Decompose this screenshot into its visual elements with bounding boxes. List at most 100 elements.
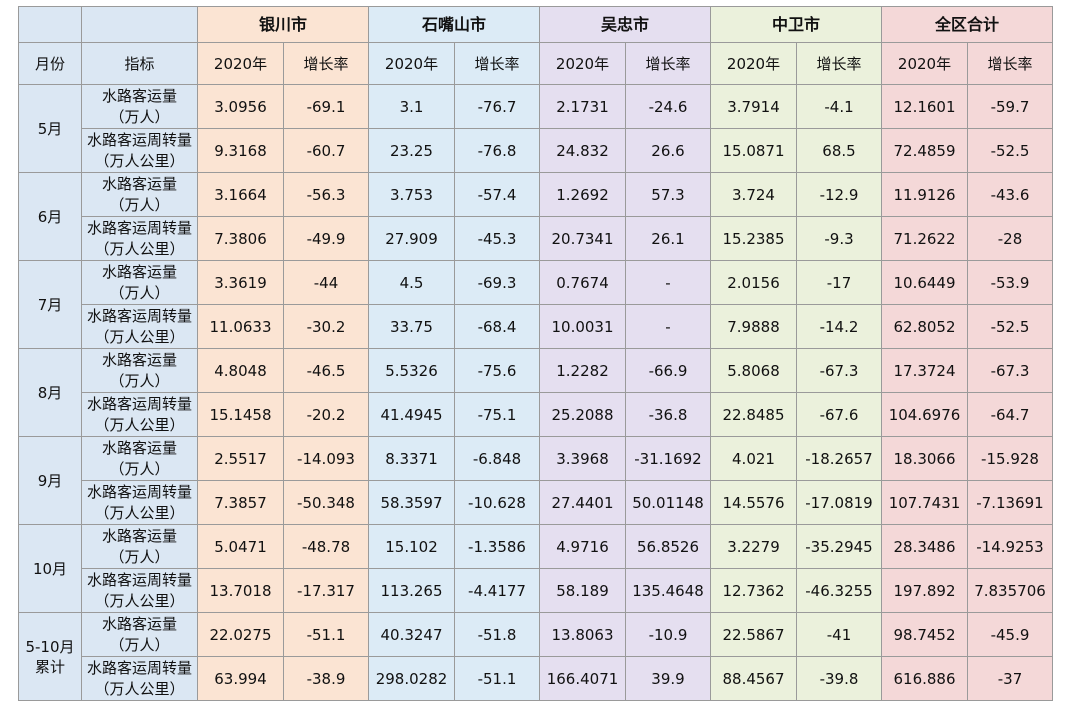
- header-city-shizuishan: 石嘴山市: [368, 6, 540, 43]
- value-cell: 2.5517: [197, 436, 284, 481]
- cell-line: 累计: [34, 657, 65, 676]
- cell-line: 5月: [37, 119, 63, 138]
- growth-cell: -17.0819: [796, 480, 882, 525]
- value-cell: 5.8068: [710, 348, 797, 393]
- growth-cell: -: [625, 304, 711, 349]
- growth-cell: -67.6: [796, 392, 882, 437]
- growth-cell: -56.3: [283, 172, 369, 217]
- indicator-passenger: 水路客运量 （万人）: [81, 172, 198, 217]
- value-cell: 13.8063: [539, 612, 626, 657]
- value-cell: 104.6976: [881, 392, 968, 437]
- cell-line: 水路客运量: [101, 86, 177, 105]
- value-cell: 22.5867: [710, 612, 797, 657]
- value-cell: 7.3857: [197, 480, 284, 525]
- indicator-passenger: 水路客运量 （万人）: [81, 612, 198, 657]
- indicator-passenger: 水路客运量 （万人）: [81, 348, 198, 393]
- header-growth-rate: 增长率: [796, 42, 882, 85]
- growth-cell: -9.3: [796, 216, 882, 261]
- growth-cell: -30.2: [283, 304, 369, 349]
- value-cell: 1.2692: [539, 172, 626, 217]
- growth-cell: -20.2: [283, 392, 369, 437]
- cell-line: （万人）: [109, 547, 170, 566]
- growth-cell: -59.7: [967, 84, 1053, 129]
- cell-line: 水路客运周转量: [86, 130, 192, 149]
- cell-line: （万人）: [109, 459, 170, 478]
- growth-cell: 26.6: [625, 128, 711, 173]
- indicator-turnover: 水路客运周转量 （万人公里）: [81, 128, 198, 173]
- cell-line: （万人公里）: [94, 591, 185, 610]
- growth-cell: -53.9: [967, 260, 1053, 305]
- growth-cell: -14.9253: [967, 524, 1053, 569]
- growth-cell: -38.9: [283, 656, 369, 701]
- value-cell: 13.7018: [197, 568, 284, 613]
- growth-cell: -67.3: [967, 348, 1053, 393]
- month-cell: 8月: [18, 348, 82, 437]
- value-cell: 9.3168: [197, 128, 284, 173]
- value-cell: 27.4401: [539, 480, 626, 525]
- growth-cell: -: [625, 260, 711, 305]
- month-cell: 5-10月 累计: [18, 612, 82, 701]
- header-growth-rate: 增长率: [967, 42, 1053, 85]
- growth-cell: -14.093: [283, 436, 369, 481]
- cell-line: 水路客运周转量: [86, 570, 192, 589]
- growth-cell: -57.4: [454, 172, 540, 217]
- growth-cell: -18.2657: [796, 436, 882, 481]
- header-growth-rate: 增长率: [454, 42, 540, 85]
- value-cell: 3.753: [368, 172, 455, 217]
- value-cell: 616.886: [881, 656, 968, 701]
- value-cell: 14.5576: [710, 480, 797, 525]
- growth-cell: -67.3: [796, 348, 882, 393]
- growth-cell: -50.348: [283, 480, 369, 525]
- table-row: 水路客运周转量 （万人公里） 7.3857 -50.348 58.3597 -10.628…: [19, 480, 1053, 525]
- value-cell: 58.3597: [368, 480, 455, 525]
- header-row-columns: 月份 指标 2020年 增长率 2020年 增长率 2020年 增长率 2020…: [18, 42, 1053, 85]
- header-city-total: 全区合计: [881, 6, 1053, 43]
- growth-cell: -51.8: [454, 612, 540, 657]
- table-row: 水路客运周转量 （万人公里） 9.3168 -60.7 23.25 -76.8 24.832…: [19, 128, 1053, 173]
- value-cell: 0.7674: [539, 260, 626, 305]
- cell-line: 8月: [37, 383, 63, 402]
- value-cell: 5.5326: [368, 348, 455, 393]
- value-cell: 15.0871: [710, 128, 797, 173]
- value-cell: 71.2622: [881, 216, 968, 261]
- value-cell: 3.0956: [197, 84, 284, 129]
- value-cell: 40.3247: [368, 612, 455, 657]
- growth-cell: -17: [796, 260, 882, 305]
- cell-line: 水路客运周转量: [86, 218, 192, 237]
- growth-cell: -28: [967, 216, 1053, 261]
- growth-cell: -31.1692: [625, 436, 711, 481]
- header-year-2020: 2020年: [710, 42, 797, 85]
- header-growth-rate: 增长率: [283, 42, 369, 85]
- header-year-2020: 2020年: [539, 42, 626, 85]
- growth-cell: -7.13691: [967, 480, 1053, 525]
- value-cell: 12.7362: [710, 568, 797, 613]
- value-cell: 166.4071: [539, 656, 626, 701]
- table-row: 7月 水路客运量 （万人） 3.3619 -44 4.5 -69.3 0.7674-2.015…: [18, 260, 1053, 349]
- growth-cell: -68.4: [454, 304, 540, 349]
- value-cell: 62.8052: [881, 304, 968, 349]
- cell-line: （万人公里）: [94, 503, 185, 522]
- indicator-turnover: 水路客运周转量 （万人公里）: [81, 656, 198, 701]
- value-cell: 10.0031: [539, 304, 626, 349]
- growth-cell: -49.9: [283, 216, 369, 261]
- table-row: 水路客运周转量 （万人公里） 63.994 -38.9 298.0282 -51.1 166…: [19, 656, 1053, 701]
- cell-line: （万人）: [109, 195, 170, 214]
- header-year-2020: 2020年: [197, 42, 284, 85]
- growth-cell: -17.317: [283, 568, 369, 613]
- value-cell: 63.994: [197, 656, 284, 701]
- value-cell: 18.3066: [881, 436, 968, 481]
- month-cell: 6月: [18, 172, 82, 261]
- growth-cell: -46.5: [283, 348, 369, 393]
- growth-cell: -69.1: [283, 84, 369, 129]
- cell-line: 5-10月: [25, 637, 75, 656]
- growth-cell: -41: [796, 612, 882, 657]
- value-cell: 3.1: [368, 84, 455, 129]
- value-cell: 11.9126: [881, 172, 968, 217]
- indicator-passenger: 水路客运量 （万人）: [81, 524, 198, 569]
- growth-cell: 26.1: [625, 216, 711, 261]
- growth-cell: -75.6: [454, 348, 540, 393]
- value-cell: 4.021: [710, 436, 797, 481]
- indicator-turnover: 水路客运周转量 （万人公里）: [81, 568, 198, 613]
- growth-cell: -75.1: [454, 392, 540, 437]
- value-cell: 12.1601: [881, 84, 968, 129]
